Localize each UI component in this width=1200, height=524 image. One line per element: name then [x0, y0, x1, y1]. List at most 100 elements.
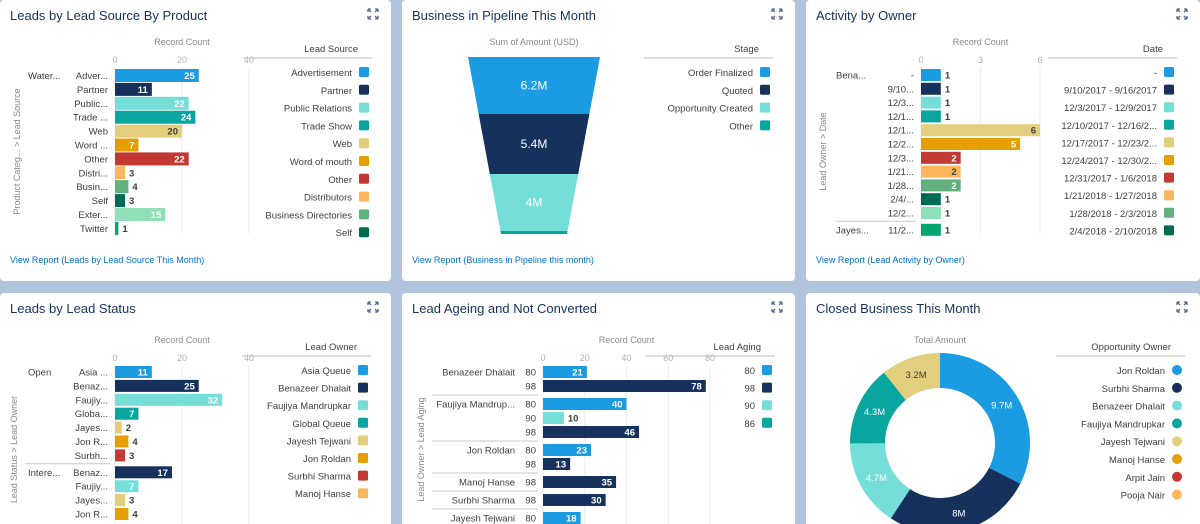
legend-swatch	[358, 435, 368, 446]
category-label: Adver...	[76, 71, 108, 82]
data-label: 2	[951, 153, 956, 164]
legend-swatch	[359, 67, 369, 77]
axis-title-y: Lead Status > Lead Owner	[9, 396, 19, 503]
axis-tick-label: 40	[621, 353, 631, 363]
legend-swatch	[359, 227, 369, 238]
axis-title: Record Count	[953, 37, 1009, 47]
card-title: Business in Pipeline This Month	[412, 8, 597, 23]
bar	[115, 194, 126, 208]
category-label: Trade ...	[73, 113, 108, 124]
axis-tick-label: 0	[112, 55, 117, 65]
bar	[543, 366, 587, 378]
funnel-segment	[468, 57, 600, 114]
expand-icon[interactable]	[1176, 301, 1188, 313]
data-label: 23	[576, 446, 587, 457]
data-label: 17	[157, 468, 168, 479]
data-label: 1	[122, 224, 128, 235]
legend-label: Manoj Hanse	[295, 489, 351, 500]
axis-title: Record Count	[599, 335, 655, 345]
group-label: Open	[28, 368, 51, 379]
expand-icon[interactable]	[367, 301, 379, 313]
view-report-link[interactable]: View Report (Lead Activity by Owner)	[816, 255, 965, 265]
category-label: Jon R...	[75, 437, 108, 448]
expand-icon[interactable]	[771, 301, 783, 313]
axis-title-y: Lead Owner > Date	[818, 112, 828, 190]
data-label: 18	[566, 514, 577, 524]
expand-icon[interactable]	[1176, 8, 1188, 20]
view-report-link[interactable]: View Report (Leads by Lead Source This M…	[10, 255, 205, 265]
legend-swatch	[1164, 207, 1174, 218]
legend-swatch	[358, 470, 368, 481]
legend-swatch	[359, 138, 369, 149]
legend-label: 1/21/2018 - 1/27/2018	[1064, 191, 1157, 202]
data-label: 4.7M	[866, 473, 887, 484]
group-label: Jon Roldan	[467, 446, 515, 457]
category-label: Benaz...	[73, 468, 108, 479]
data-label: 22	[174, 154, 185, 165]
data-label: 78	[691, 382, 702, 393]
funnel-segment	[478, 114, 590, 174]
category-label: 1/21...	[888, 167, 914, 178]
category-label: Benaz...	[73, 381, 108, 392]
card-activity: Activity by Owner Record Count 0 3 6 Lead Ow…	[806, 0, 1200, 281]
category-label: Public...	[74, 99, 108, 110]
bar	[921, 179, 961, 192]
axis-tick-label: 80	[705, 353, 715, 363]
data-label: 15	[151, 210, 162, 221]
legend-title: Stage	[734, 44, 759, 55]
bar	[921, 165, 961, 178]
group-label: Bena...	[836, 71, 866, 82]
legend-label: 90	[744, 401, 755, 412]
category-label: 11/2...	[888, 225, 914, 236]
legend-swatch	[1172, 436, 1182, 447]
lead-source-chart: Record Count 0 20 40 Product Categ... > Lead…	[12, 37, 372, 239]
legend-swatch	[359, 173, 369, 184]
card-lead-ageing: Lead Ageing and Not Converted Record Cou…	[402, 293, 795, 524]
data-label: 32	[208, 395, 219, 406]
category-label: 90	[525, 414, 536, 425]
legend-label: Other	[729, 121, 753, 132]
view-report-link[interactable]: View Report (Business in Pipeline this m…	[412, 255, 594, 265]
bar	[543, 512, 581, 524]
legend-swatch	[1164, 84, 1174, 95]
legend-swatch	[358, 488, 368, 499]
category-label: Globa...	[75, 409, 108, 420]
category-label: 12/2...	[888, 209, 914, 220]
bar	[115, 435, 129, 448]
axis-title: Record Count	[154, 335, 210, 345]
bar	[115, 379, 199, 392]
legend-swatch	[760, 102, 770, 113]
data-label: 7	[129, 409, 134, 420]
data-label: 2	[951, 167, 956, 178]
data-label: 25	[184, 71, 195, 82]
legend-swatch	[1164, 137, 1174, 148]
axis-tick-label: 6	[1037, 55, 1042, 65]
bar	[543, 412, 564, 424]
data-label: 1	[945, 98, 951, 109]
data-label: 24	[181, 113, 192, 124]
bar	[543, 476, 617, 488]
bar	[115, 82, 152, 96]
expand-icon[interactable]	[771, 8, 783, 20]
expand-icon[interactable]	[367, 8, 379, 20]
legend-label: Word of mouth	[290, 157, 352, 168]
axis-title-y: Product Categ... > Lead Source	[12, 88, 22, 214]
legend-label: Benazeer Dhalait	[1092, 402, 1165, 413]
donut-slice	[940, 353, 1030, 484]
legend-title: Lead Aging	[713, 342, 761, 353]
group-label: Surbhi Sharma	[452, 496, 516, 507]
legend-swatch	[762, 417, 772, 428]
axis-tick-label: 20	[177, 55, 187, 65]
card-lead-status: Leads by Lead Status Record Count 0 20 40 Le…	[0, 293, 391, 524]
bar	[543, 398, 627, 410]
category-label: Asia ...	[79, 368, 108, 379]
category-label: 80	[525, 446, 536, 457]
legend-swatch	[1172, 382, 1182, 393]
bar	[115, 166, 126, 180]
legend-label: Self	[336, 228, 353, 239]
legend-label: Other	[328, 175, 352, 186]
data-label: 46	[624, 428, 635, 439]
card-closed-business: Closed Business This Month Total Amount 9…	[806, 293, 1200, 524]
legend-swatch	[1172, 365, 1182, 375]
data-label: 35	[601, 478, 612, 489]
